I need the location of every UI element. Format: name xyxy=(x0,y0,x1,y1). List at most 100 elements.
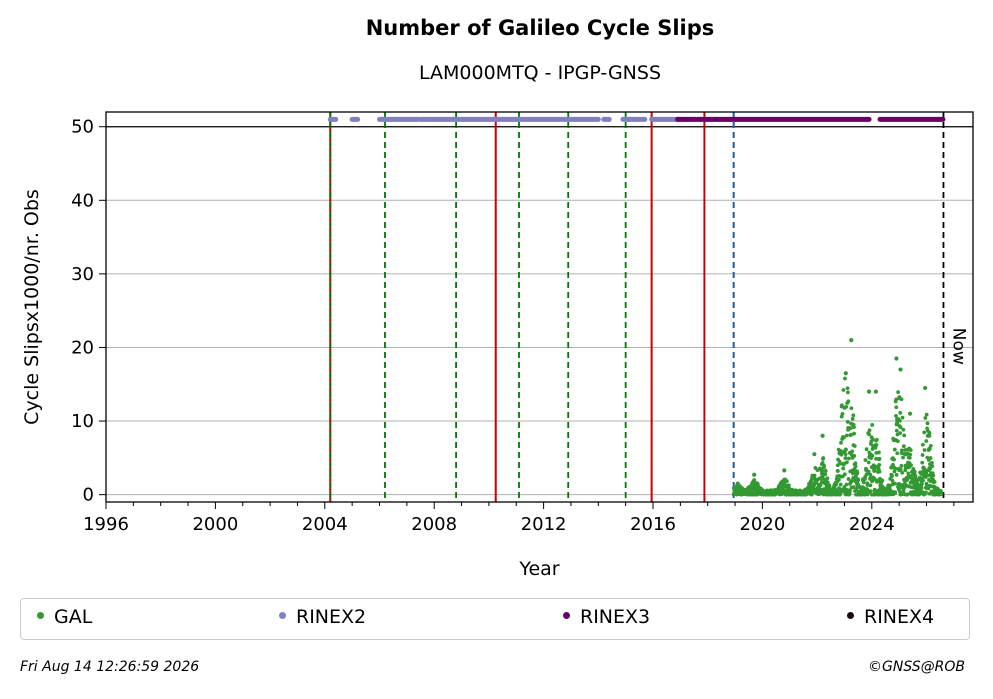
gal-point xyxy=(849,432,854,437)
gal-point xyxy=(890,478,895,483)
gal-point xyxy=(896,390,901,395)
gal-point xyxy=(895,439,900,444)
gal-point xyxy=(850,416,855,421)
gal-peak-point xyxy=(843,371,848,376)
gal-peak-point xyxy=(839,404,844,409)
gal-point xyxy=(865,483,870,487)
gal-point xyxy=(894,405,899,410)
gal-point xyxy=(834,482,838,487)
gal-point xyxy=(893,467,898,471)
gal-point xyxy=(850,449,855,454)
gal-point xyxy=(822,463,827,468)
gal-point xyxy=(873,445,878,450)
gal-point xyxy=(868,483,873,488)
gal-series xyxy=(731,338,944,497)
gal-point xyxy=(874,443,879,447)
generated-timestamp: Fri Aug 14 12:26:59 2026 xyxy=(20,659,200,675)
gal-point xyxy=(854,474,858,479)
gal-point xyxy=(852,431,857,436)
gal-point xyxy=(920,442,925,447)
gal-point xyxy=(846,456,851,461)
y-tick-label: 10 xyxy=(71,411,94,432)
gal-point xyxy=(823,472,828,477)
gal-point xyxy=(880,478,885,483)
y-axis-label: Cycle Slipsx1000/nr. Obs xyxy=(21,189,43,425)
gal-point xyxy=(874,456,879,461)
gal-point xyxy=(868,489,873,494)
x-tick-label: 2024 xyxy=(849,514,895,535)
gal-peak-point xyxy=(898,367,903,372)
legend-label-rinex3: RINEX3 xyxy=(580,606,651,628)
gal-point xyxy=(908,448,913,453)
event-lines xyxy=(329,112,945,502)
gal-peak-point xyxy=(782,468,787,473)
axes: 1996 2000 2004 2008 2012 2016 2020 2024 0 10 20 30 4… xyxy=(71,117,955,535)
gal-point xyxy=(845,460,849,465)
gal-point xyxy=(835,469,840,473)
legend-label-gal: GAL xyxy=(54,606,93,628)
gal-point xyxy=(898,431,902,435)
x-tick-label: 2020 xyxy=(739,514,785,535)
gal-point xyxy=(844,433,849,438)
gal-point xyxy=(838,491,843,496)
now-label: Now xyxy=(948,328,968,365)
x-tick-label: 2016 xyxy=(630,514,676,535)
gal-point xyxy=(898,467,903,472)
gal-point xyxy=(900,415,905,420)
gal-point xyxy=(870,453,875,458)
gal-point xyxy=(866,460,871,465)
rinex4-marker-icon xyxy=(847,612,854,619)
legend-label-rinex2: RINEX2 xyxy=(296,606,367,628)
gal-point xyxy=(842,472,847,477)
y-tick-label: 0 xyxy=(83,485,94,506)
gal-peak-point xyxy=(923,385,928,391)
gal-point xyxy=(931,473,936,478)
gal-point xyxy=(901,455,905,460)
gal-point xyxy=(898,410,903,415)
gal-point xyxy=(893,490,898,495)
gal-point xyxy=(927,446,932,451)
gal-point xyxy=(928,456,933,460)
gal-point xyxy=(908,452,912,457)
y-tick-label: 20 xyxy=(71,337,94,358)
gal-point xyxy=(825,480,830,485)
x-tick-label: 1996 xyxy=(83,514,129,535)
gal-point xyxy=(890,473,894,478)
gal-peak-point xyxy=(894,356,899,361)
x-tick-label: 2000 xyxy=(192,514,238,535)
y-tick-label: 40 xyxy=(71,190,94,211)
gal-point xyxy=(852,444,857,448)
gal-point xyxy=(825,476,830,481)
chart-subtitle: LAM000MTQ - IPGP-GNSS xyxy=(419,62,661,84)
gal-point xyxy=(836,477,841,482)
gal-point xyxy=(843,456,848,460)
gal-point xyxy=(932,479,937,484)
gal-point xyxy=(897,418,902,423)
gal-point xyxy=(925,421,930,426)
gal-peak-point xyxy=(907,411,913,416)
gal-point xyxy=(848,426,853,430)
gal-point xyxy=(844,482,849,487)
gal-point xyxy=(907,455,912,460)
gal-point xyxy=(877,469,882,474)
gal-point xyxy=(866,469,871,474)
gal-point xyxy=(842,435,846,440)
gal-point xyxy=(894,428,899,433)
gal-peak-point xyxy=(812,452,817,457)
gal-point xyxy=(870,423,875,427)
legend-label-rinex4: RINEX4 xyxy=(864,606,935,628)
gal-point xyxy=(877,450,881,455)
gal-peak-point xyxy=(866,389,872,394)
gal-point xyxy=(853,461,858,466)
gal-point xyxy=(838,482,843,487)
legend-item-rinex4: RINEX4 xyxy=(847,606,934,628)
gal-peak-point xyxy=(873,389,879,394)
gal-point xyxy=(846,399,851,404)
gal-point xyxy=(899,397,904,402)
gal-point xyxy=(812,473,817,478)
gal-point xyxy=(870,447,875,451)
gal-point xyxy=(928,466,933,471)
gal-point xyxy=(867,432,871,437)
gal-point xyxy=(922,430,927,435)
gal-point xyxy=(899,448,904,453)
